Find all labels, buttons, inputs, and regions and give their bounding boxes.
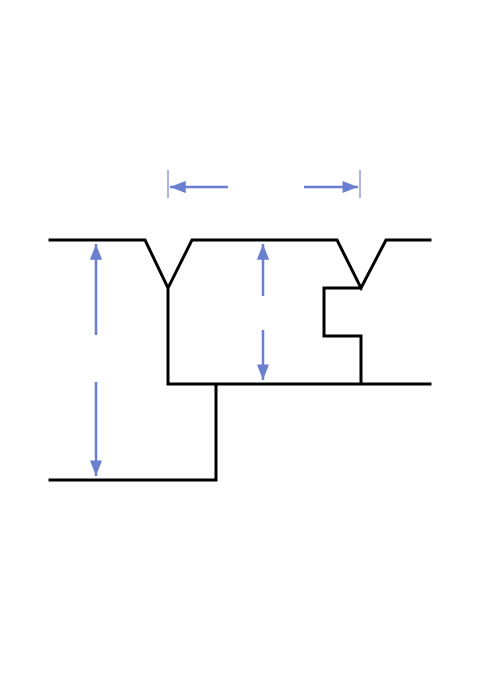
horizontal-dimension bbox=[167, 170, 361, 198]
right-groove-step bbox=[322, 286, 363, 386]
lower-plate-edge bbox=[48, 382, 218, 482]
profile-outline bbox=[48, 238, 432, 482]
top-plate-edge bbox=[48, 238, 432, 292]
left-groove-root bbox=[166, 286, 432, 386]
